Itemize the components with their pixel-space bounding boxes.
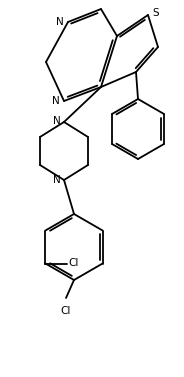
Text: Cl: Cl bbox=[61, 306, 71, 316]
Text: Cl: Cl bbox=[68, 259, 79, 268]
Text: N: N bbox=[52, 96, 60, 106]
Text: S: S bbox=[152, 8, 159, 18]
Text: N: N bbox=[53, 116, 61, 126]
Text: N: N bbox=[53, 175, 61, 185]
Text: N: N bbox=[56, 17, 64, 27]
